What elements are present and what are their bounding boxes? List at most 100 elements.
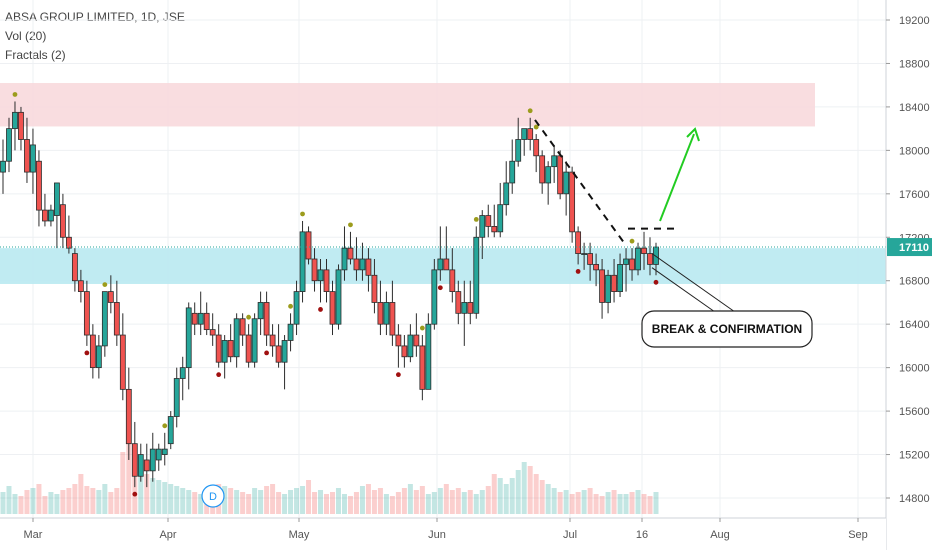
volume-bar xyxy=(341,494,347,514)
volume-bar xyxy=(102,484,108,514)
volume-bar xyxy=(551,488,557,514)
candle-body xyxy=(599,269,605,303)
candle-body xyxy=(401,345,408,358)
candle-body xyxy=(341,247,348,271)
volume-bar xyxy=(605,492,611,514)
time-axis-bg xyxy=(0,518,886,550)
volume-bar xyxy=(593,494,599,514)
candle-body xyxy=(95,345,102,369)
volume-bar xyxy=(635,490,641,514)
volume-bar xyxy=(449,490,455,514)
y-tick-label: 18000 xyxy=(899,145,930,157)
volume-bar xyxy=(647,496,653,514)
candle-body xyxy=(623,258,629,265)
volume-bar xyxy=(521,462,527,514)
volume-bar xyxy=(264,486,270,514)
fractal-down-marker xyxy=(653,279,659,285)
fractal-up-marker xyxy=(300,211,305,217)
candle-body xyxy=(197,312,204,325)
volume-bar xyxy=(66,488,72,514)
candle-body xyxy=(515,139,522,162)
volume-bar xyxy=(234,490,240,514)
fractal-up-marker xyxy=(473,217,479,222)
volume-bar xyxy=(599,496,605,514)
candle-body xyxy=(551,155,558,168)
volume-bar xyxy=(324,494,330,514)
volume-bar xyxy=(353,492,359,514)
candle-body xyxy=(143,459,150,472)
candle-body xyxy=(629,258,635,271)
candle-body xyxy=(209,329,216,336)
volume-bar xyxy=(48,492,54,514)
candle-body xyxy=(563,171,570,195)
volume-bar xyxy=(479,490,485,514)
volume-bar xyxy=(383,494,389,514)
candle-body xyxy=(497,204,504,233)
fractal-up-marker xyxy=(12,92,18,97)
candle-body xyxy=(125,388,132,445)
volume-bar xyxy=(294,488,300,514)
x-tick-label: Apr xyxy=(159,529,176,541)
candle-body xyxy=(389,302,396,336)
volume-bar xyxy=(365,484,371,514)
volume-bar xyxy=(186,490,192,514)
candle-body xyxy=(539,155,546,184)
fractal-up-marker xyxy=(419,325,425,331)
candle-body xyxy=(653,246,659,265)
candle-body xyxy=(137,454,144,477)
volume-bar xyxy=(6,486,12,514)
y-tick-label: 14800 xyxy=(899,493,930,505)
volume-bar xyxy=(42,496,48,514)
volume-bar xyxy=(653,492,659,514)
volume-bar xyxy=(240,492,246,514)
candle-body xyxy=(155,448,162,461)
volume-bar xyxy=(192,492,198,514)
fractal-down-marker xyxy=(264,350,269,356)
candle-body xyxy=(149,448,156,472)
candle-body xyxy=(329,291,336,325)
indicator-fractals: Fractals (2) xyxy=(5,48,66,62)
candle-body xyxy=(323,269,330,292)
candle-body xyxy=(239,318,246,336)
candle-body xyxy=(581,253,588,255)
volume-bar xyxy=(306,480,312,514)
candle-body xyxy=(65,236,72,249)
fractal-down-marker xyxy=(395,372,401,378)
volume-bar xyxy=(108,492,114,514)
fractal-down-marker xyxy=(318,307,323,312)
volume-bar xyxy=(377,488,383,514)
candle-body xyxy=(24,139,30,173)
volume-bar xyxy=(222,486,228,514)
volume-bar xyxy=(198,494,204,514)
volume-bar xyxy=(329,492,335,514)
volume-bar xyxy=(132,466,138,514)
candle-body xyxy=(89,334,96,369)
projection-arrow xyxy=(659,133,695,222)
candle-body xyxy=(467,302,474,314)
volume-bar xyxy=(347,496,353,514)
callout-label: BREAK & CONFIRMATION xyxy=(652,322,802,336)
volume-bar xyxy=(425,494,431,514)
candle-body xyxy=(251,318,258,363)
volume-bar xyxy=(246,494,252,514)
projection-arrowhead xyxy=(686,127,700,142)
fractal-up-marker xyxy=(162,423,168,429)
fractal-down-marker xyxy=(575,269,581,274)
dividend-marker xyxy=(201,484,225,508)
volume-bar xyxy=(24,490,30,514)
x-tick-label: Aug xyxy=(710,529,730,541)
candle-body xyxy=(455,291,462,314)
volume-bar xyxy=(18,496,24,514)
fractal-down-marker xyxy=(132,491,138,497)
candle-body xyxy=(281,340,288,363)
volume-bar xyxy=(144,474,150,514)
candle-body xyxy=(491,226,498,233)
volume-bar xyxy=(527,466,533,514)
candle-body xyxy=(60,204,66,238)
volume-bar xyxy=(569,494,575,514)
volume-bar xyxy=(443,484,449,514)
candle-body xyxy=(611,274,617,292)
fractal-up-marker xyxy=(533,124,539,130)
candle-body xyxy=(30,144,36,173)
